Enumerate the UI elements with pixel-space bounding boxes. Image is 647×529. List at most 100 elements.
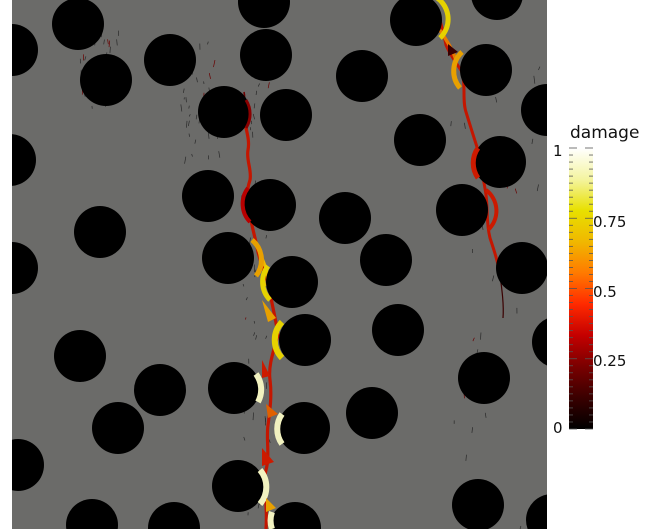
inclusion: [182, 170, 234, 222]
inclusion: [279, 314, 331, 366]
interface-damage: [451, 50, 464, 90]
micro-crack: [257, 83, 260, 87]
inclusion: [360, 234, 412, 286]
micro-crack: [257, 502, 260, 509]
micro-crack: [252, 113, 255, 120]
micro-crack: [264, 416, 266, 422]
interface-damage: [484, 188, 499, 232]
interface-damage: [267, 511, 275, 529]
inclusion: [202, 232, 254, 284]
inclusion: [52, 0, 104, 50]
micro-crack: [253, 320, 256, 324]
micro-crack: [188, 133, 190, 137]
inclusion: [460, 44, 512, 96]
colorbar-title: damage: [570, 123, 639, 143]
inclusion: [496, 242, 547, 294]
inclusion: [336, 50, 388, 102]
inclusion: [260, 89, 312, 141]
inclusion: [266, 256, 318, 308]
inclusion: [80, 54, 132, 106]
micro-crack: [188, 114, 191, 117]
micro-crack: [188, 120, 190, 127]
inclusion: [244, 179, 296, 231]
micro-crack: [450, 121, 452, 127]
crack-bridge: [266, 404, 278, 418]
inclusion: [54, 330, 106, 382]
inclusion: [238, 0, 290, 28]
colorbar-label-025: 0.25: [593, 352, 626, 370]
interface-damage: [250, 238, 264, 278]
interface-damage: [240, 186, 252, 224]
micro-crack: [183, 88, 185, 93]
micro-crack: [188, 105, 190, 109]
crack-bridge: [266, 498, 276, 512]
micro-crack: [245, 297, 248, 301]
micro-crack: [186, 120, 188, 128]
inclusion: [12, 242, 38, 294]
inclusion: [532, 318, 547, 366]
crack-right: [434, 5, 502, 276]
interface-damage: [260, 264, 272, 302]
micro-crack: [195, 114, 198, 120]
inclusion: [134, 364, 186, 416]
interface-damage: [470, 146, 481, 180]
micro-crack: [108, 40, 111, 48]
micro-crack: [531, 138, 534, 144]
inclusion: [12, 24, 38, 76]
interface-damage: [271, 319, 285, 361]
micro-crack: [245, 317, 247, 320]
inclusion: [394, 114, 446, 166]
micro-crack: [213, 59, 216, 68]
interface-damage: [435, 0, 451, 40]
micro-crack: [495, 96, 498, 103]
inclusion: [66, 499, 118, 529]
interface-damage: [257, 468, 270, 506]
inclusion: [212, 460, 264, 512]
micro-crack: [265, 335, 268, 339]
micro-crack: [218, 151, 221, 158]
colorbar-label-05: 0.5: [593, 283, 617, 301]
micro-crack: [465, 454, 467, 461]
micro-crack: [191, 153, 193, 157]
micro-crack: [242, 283, 245, 287]
micro-crack: [196, 77, 198, 83]
interface-damage: [253, 372, 265, 404]
micro-crack: [243, 436, 246, 441]
micro-crack: [255, 335, 258, 340]
inclusion: [198, 86, 250, 138]
micro-crack: [472, 337, 475, 342]
interface-damage: [244, 99, 252, 129]
inclusion: [372, 304, 424, 356]
inclusion: [12, 134, 36, 186]
inclusion: [240, 29, 292, 81]
inclusion: [319, 192, 371, 244]
micro-crack: [536, 184, 539, 192]
inclusion: [208, 362, 260, 414]
micro-crack: [267, 82, 270, 89]
inclusion: [436, 184, 488, 236]
micro-crack: [253, 103, 256, 109]
colorbar-label-0: 0: [553, 419, 563, 437]
inclusion: [390, 0, 442, 46]
inclusion: [74, 206, 126, 258]
crack-bridge: [262, 448, 274, 466]
micro-crack: [180, 104, 183, 112]
micro-crack: [464, 122, 466, 129]
micro-crack: [471, 427, 473, 433]
crack-bridges: [262, 44, 458, 512]
interface-damage: [274, 412, 285, 446]
micro-crack: [184, 156, 187, 164]
micro-crack: [268, 439, 271, 443]
micro-crack: [255, 90, 257, 96]
inclusion: [521, 84, 547, 136]
inclusion: [278, 402, 330, 454]
colorbar-label-075: 0.75: [593, 213, 626, 231]
inclusion: [148, 502, 200, 529]
micro-crack: [208, 72, 211, 79]
damaged-interfaces: [240, 0, 499, 529]
inclusion: [458, 352, 510, 404]
micro-crack: [194, 139, 197, 144]
colorbar-label-1: 1: [553, 142, 563, 160]
inclusions: [12, 0, 547, 529]
